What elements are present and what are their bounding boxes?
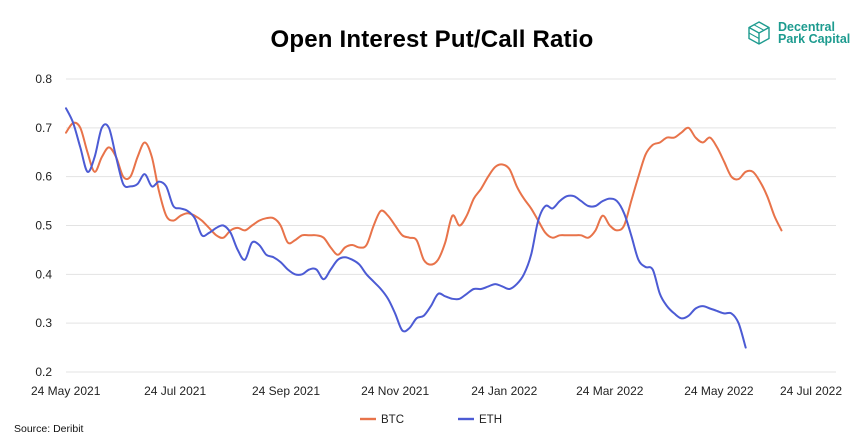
legend-label-eth: ETH [479, 414, 502, 426]
source-note: Source: Deribit [14, 423, 84, 435]
y-axis-ticks: 0.2 0.3 0.4 0.5 0.6 0.7 0.8 [35, 72, 52, 379]
series-line-eth [65, 107, 747, 349]
logo-line-1: Decentral [778, 20, 835, 34]
series-lines [65, 107, 783, 349]
y-tick-label: 0.2 [35, 365, 52, 379]
x-tick-label: 24 Nov 2021 [361, 384, 429, 398]
chart-title: Open Interest Put/Call Ratio [270, 26, 594, 53]
grid-lines [66, 78, 836, 373]
legend-label-btc: BTC [381, 414, 404, 426]
x-tick-label: 24 Jan 2022 [471, 384, 537, 398]
y-tick-label: 0.8 [35, 72, 52, 86]
x-tick-label: 24 May 2022 [684, 384, 754, 398]
x-tick-label: 24 Sep 2021 [252, 384, 320, 398]
y-tick-label: 0.4 [35, 267, 52, 281]
y-tick-label: 0.3 [35, 316, 52, 330]
y-tick-label: 0.6 [35, 170, 52, 184]
brand-logo: Decentral Park Capital [746, 20, 850, 46]
series-line-btc [65, 121, 783, 266]
logo-text: Decentral Park Capital [778, 20, 851, 46]
x-axis-ticks: 24 May 2021 24 Jul 2021 24 Sep 2021 24 Nov … [31, 384, 842, 398]
logo-cube-icon [748, 21, 770, 45]
x-tick-label: 24 Mar 2022 [576, 384, 644, 398]
x-tick-label: 24 Jul 2022 [780, 384, 842, 398]
legend: BTC ETH [360, 414, 502, 426]
x-tick-label: 24 May 2021 [31, 384, 101, 398]
x-tick-label: 24 Jul 2021 [144, 384, 206, 398]
y-tick-label: 0.7 [35, 121, 52, 135]
y-tick-label: 0.5 [35, 219, 52, 233]
logo-line-2: Park Capital [778, 32, 851, 46]
